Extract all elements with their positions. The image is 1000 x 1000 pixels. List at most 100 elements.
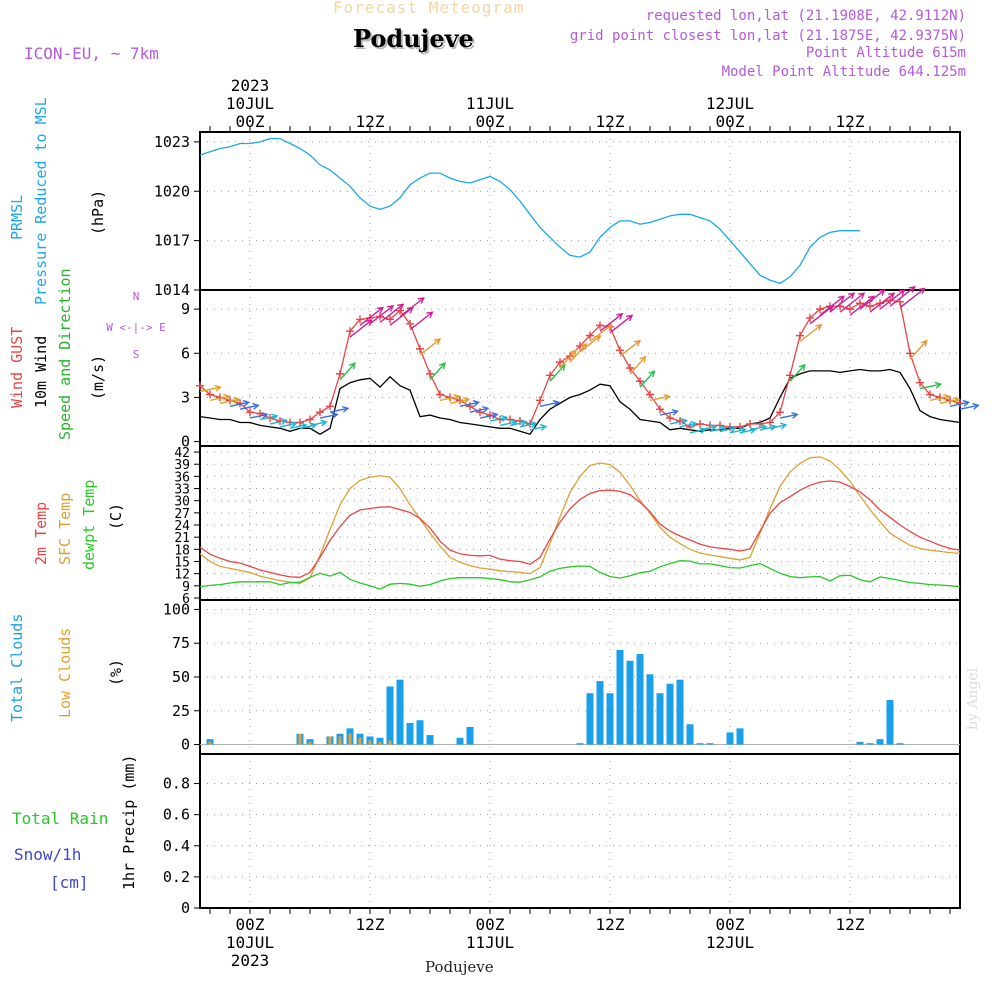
wind-arrow xyxy=(579,335,601,353)
gust-marker xyxy=(746,419,754,428)
gust-marker xyxy=(796,331,804,340)
wind-arrow-head xyxy=(426,311,434,319)
gust-marker xyxy=(586,331,594,340)
wind-arrow-head xyxy=(749,427,757,434)
wind-arrow xyxy=(289,424,307,430)
y-tick-label: 50 xyxy=(172,668,190,686)
total-clouds-label: Total Clouds xyxy=(8,614,26,722)
low-cloud-bar xyxy=(388,740,392,745)
wind-arrow xyxy=(349,319,373,338)
wind-arrow-head xyxy=(433,338,442,345)
wind-arrow-head xyxy=(953,396,961,404)
wind-arrow-head xyxy=(888,292,896,300)
gust-marker xyxy=(806,313,814,322)
date-label-bottom: 11JUL xyxy=(466,933,514,952)
gust-marker xyxy=(396,306,404,315)
low-cloud-bar xyxy=(208,741,212,745)
wind-arrow xyxy=(559,349,577,369)
wind-arrow-head xyxy=(280,418,288,425)
wind-arrow xyxy=(299,424,317,430)
footer-station: Podujeve xyxy=(425,958,494,976)
chart-subtitle: Forecast Meteogram xyxy=(333,0,525,17)
gust-marker xyxy=(436,390,444,399)
time-label-top: 12Z xyxy=(596,112,625,131)
y-tick-label: 0 xyxy=(181,736,190,754)
snow-units: [cm] xyxy=(50,873,89,892)
wind-dir-label: Speed and Direction xyxy=(56,268,74,440)
wind-arrow xyxy=(589,324,612,343)
wind-arrow xyxy=(359,306,384,326)
total-cloud-bar xyxy=(586,693,594,745)
wind-arrow xyxy=(679,422,697,428)
total-cloud-bar xyxy=(386,686,394,745)
wind-arrow xyxy=(899,287,925,309)
gust-marker xyxy=(616,346,624,355)
wind-arrow xyxy=(729,428,746,434)
wind-arrow xyxy=(609,314,633,334)
wind-arrow xyxy=(269,419,287,425)
wind-gust-line xyxy=(199,299,961,428)
gust-marker xyxy=(326,402,334,411)
wind-arrow xyxy=(819,295,845,316)
total-cloud-bar xyxy=(886,699,894,745)
wind-arrow xyxy=(569,343,587,363)
wind-arrow-head xyxy=(878,289,886,296)
gust-marker xyxy=(556,358,564,367)
wind-arrow xyxy=(959,404,979,410)
gust-marker xyxy=(756,419,764,428)
total-cloud-bar xyxy=(416,720,424,745)
wind-arrow xyxy=(869,292,895,313)
gust-marker xyxy=(316,408,324,417)
y-tick-label: 3 xyxy=(181,388,190,406)
sfc-temp-label: SFC Temp xyxy=(56,493,74,565)
wind-arrow-head xyxy=(699,427,707,434)
wind-arrow-head xyxy=(242,399,251,407)
wind-arrow-head xyxy=(320,419,328,427)
wind-arrow-head xyxy=(648,370,656,378)
wind-arrow-head xyxy=(252,402,260,410)
gust-marker xyxy=(386,315,394,324)
wind-arrow xyxy=(239,404,259,410)
pressure-label-2: Pressure Reduced to MSL xyxy=(32,97,50,305)
wind-arrow-head xyxy=(349,362,356,370)
year-label-bottom: 2023 xyxy=(231,951,270,970)
gust-marker xyxy=(296,418,304,427)
wind-arrow-head xyxy=(920,339,928,347)
wind-arrow-head xyxy=(552,399,561,407)
wind-arrow xyxy=(859,289,885,310)
total-cloud-bar xyxy=(706,743,714,745)
wind-arrow xyxy=(649,395,670,402)
gust-marker xyxy=(906,349,914,358)
total-cloud-bar xyxy=(696,743,704,745)
y-tick-label: 9 xyxy=(181,300,190,318)
gust-marker xyxy=(336,369,344,378)
gust-marker xyxy=(696,419,704,428)
gust-marker xyxy=(626,364,634,372)
wind-arrow xyxy=(449,398,470,405)
requested-coords: requested lon,lat (21.1908E, 42.9112N) xyxy=(645,8,966,24)
total-cloud-bar xyxy=(376,737,384,745)
total-cloud-bar xyxy=(676,679,684,745)
model-label: ICON-EU, ~ 7km xyxy=(24,44,159,63)
time-label-bottom: 00Z xyxy=(236,915,265,934)
gust-marker xyxy=(196,381,204,390)
wind-arrow-head xyxy=(837,295,845,303)
y-tick-label: 1023 xyxy=(154,133,190,151)
wind-arrow-head xyxy=(481,405,490,413)
total-cloud-bar xyxy=(646,674,654,745)
total-cloud-bar xyxy=(866,743,874,745)
wind-arrow-head xyxy=(663,393,671,401)
panel-frame xyxy=(199,753,961,909)
wind-arrow-head xyxy=(453,393,461,401)
y-tick-label: 6 xyxy=(181,344,190,362)
wind-arrow xyxy=(909,340,928,360)
y-tick-label: 15 xyxy=(174,556,190,571)
wind-arrow-head xyxy=(569,349,577,357)
wind-arrow xyxy=(749,425,766,431)
precip-units: 1hr Precip (mm) xyxy=(120,755,138,890)
y-tick-label: 6 xyxy=(182,592,190,607)
total-cloud-bar xyxy=(686,724,694,745)
wind-arrow xyxy=(429,362,446,381)
wind-arrow-head xyxy=(858,292,866,300)
